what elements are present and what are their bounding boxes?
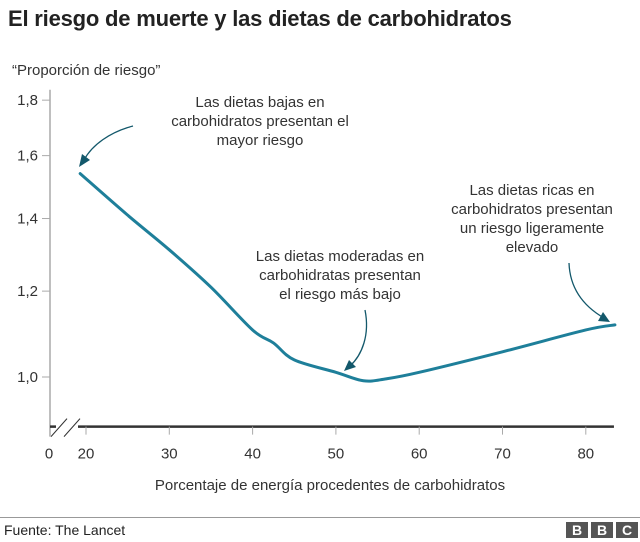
axis-break-mark: [50, 418, 68, 437]
x-tick-label: 50: [328, 446, 345, 463]
y-axis-label: “Proporción de riesgo”: [12, 62, 161, 79]
x-tick-label: 70: [494, 446, 511, 463]
bbc-logo-letter: B: [591, 522, 613, 538]
annotation-line: carbohidratas presentan: [259, 267, 421, 284]
arrow-high-carb: [568, 262, 605, 319]
x-tick-label: 30: [161, 446, 178, 463]
annotation-line: el riesgo más bajo: [279, 286, 401, 303]
annotation-line: un riesgo ligeramente: [460, 220, 604, 237]
annotation-2: Las dietas ricas en carbohidratos present…: [451, 182, 613, 256]
bbc-logo: B B C: [566, 522, 638, 538]
annotation-line: Las dietas bajas en: [195, 94, 324, 111]
x-tick-label: 80: [577, 446, 594, 463]
axis-break-gap: [56, 422, 78, 431]
annotation-arrows: [79, 125, 610, 371]
source-text: Fuente: The Lancet: [4, 522, 126, 538]
annotation-line: elevado: [506, 239, 559, 256]
annotation-line: carbohidratos presentan el: [171, 113, 349, 130]
y-tick-label: 1,2: [17, 283, 38, 300]
bbc-logo-letter: C: [616, 522, 638, 538]
annotation-1: Las dietas moderadas en carbohidratas pre…: [256, 248, 424, 303]
annotation-line: Las dietas ricas en: [469, 182, 594, 199]
y-tick-label: 1,0: [17, 369, 38, 386]
arrow-head-moderate-carb: [344, 360, 356, 371]
annotation-line: mayor riesgo: [217, 132, 304, 149]
x-tick-label: 60: [411, 446, 428, 463]
annotations: Las dietas bajas en carbohidratos present…: [171, 94, 613, 303]
footer-divider: [0, 517, 640, 518]
y-tick-label: 1,6: [17, 148, 38, 165]
bbc-logo-letter: B: [566, 522, 588, 538]
arrow-low-carb: [83, 125, 134, 161]
x-tick-label: 40: [244, 446, 261, 463]
chart-title: El riesgo de muerte y las dietas de carb…: [8, 6, 512, 31]
series-line: [78, 172, 617, 383]
axis-break-mark: [63, 418, 81, 437]
annotation-line: carbohidratos presentan: [451, 201, 613, 218]
x-tick-label: 20: [78, 446, 95, 463]
axes: [49, 89, 614, 437]
arrow-head-high-carb: [598, 312, 610, 322]
x-axis-label: Porcentaje de energía procedentes de car…: [155, 477, 505, 494]
annotation-0: Las dietas bajas en carbohidratos present…: [171, 94, 349, 149]
y-tick-label: 1,4: [17, 211, 38, 228]
y-tick-label: 1,8: [17, 92, 38, 109]
x-tick-label-0: 0: [45, 446, 53, 463]
arrow-head-low-carb: [79, 154, 90, 167]
arrow-moderate-carb: [349, 309, 368, 367]
annotation-line: Las dietas moderadas en: [256, 248, 424, 265]
ticks: 0 20 30 40 50 60 70 80 1,0 1,2 1,4 1,6 1,8: [17, 92, 594, 462]
